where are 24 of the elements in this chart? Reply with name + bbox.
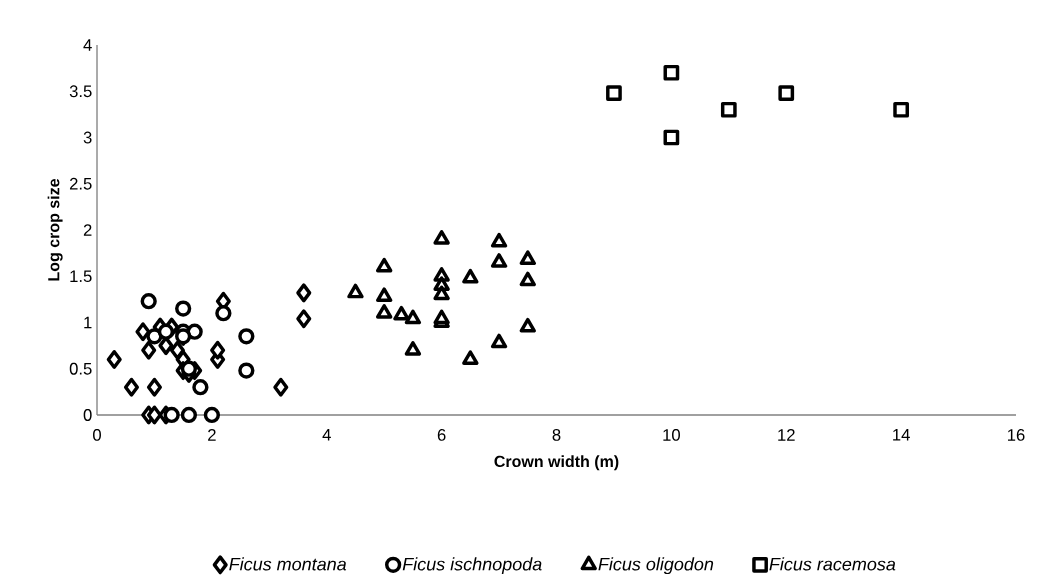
y-tick-label: 2.5 <box>69 177 92 190</box>
legend-label: Ficus ischnopoda <box>402 557 542 575</box>
legend-label: Ficus oligodon <box>598 557 714 575</box>
x-tick-label: 8 <box>552 429 561 441</box>
y-tick-label: 2 <box>83 224 92 236</box>
x-tick-label: 4 <box>322 429 331 441</box>
x-tick-label: 16 <box>1008 429 1025 441</box>
y-tick-label: 4 <box>83 39 92 51</box>
x-tick-label: 2 <box>208 429 216 441</box>
y-tick-label: 0.5 <box>69 362 92 375</box>
y-tick-label: 3.5 <box>69 85 92 98</box>
y-tick-label: 1.5 <box>70 270 92 283</box>
x-axis-title: Crown width (m) <box>494 455 619 471</box>
x-tick-label: 10 <box>663 429 680 441</box>
y-axis-title: Log crop size <box>47 178 63 281</box>
x-tick-label: 6 <box>437 429 446 441</box>
x-tick-label: 12 <box>778 429 795 441</box>
y-tick-label: 0 <box>83 409 92 421</box>
legend-label: Ficus montana <box>229 557 347 571</box>
y-tick-label: 3 <box>83 131 92 144</box>
x-tick-label: 14 <box>893 429 910 441</box>
y-tick-label: 1 <box>84 316 92 329</box>
legend-label: Ficus racemosa <box>769 557 896 571</box>
x-tick-label: 0 <box>93 429 101 441</box>
